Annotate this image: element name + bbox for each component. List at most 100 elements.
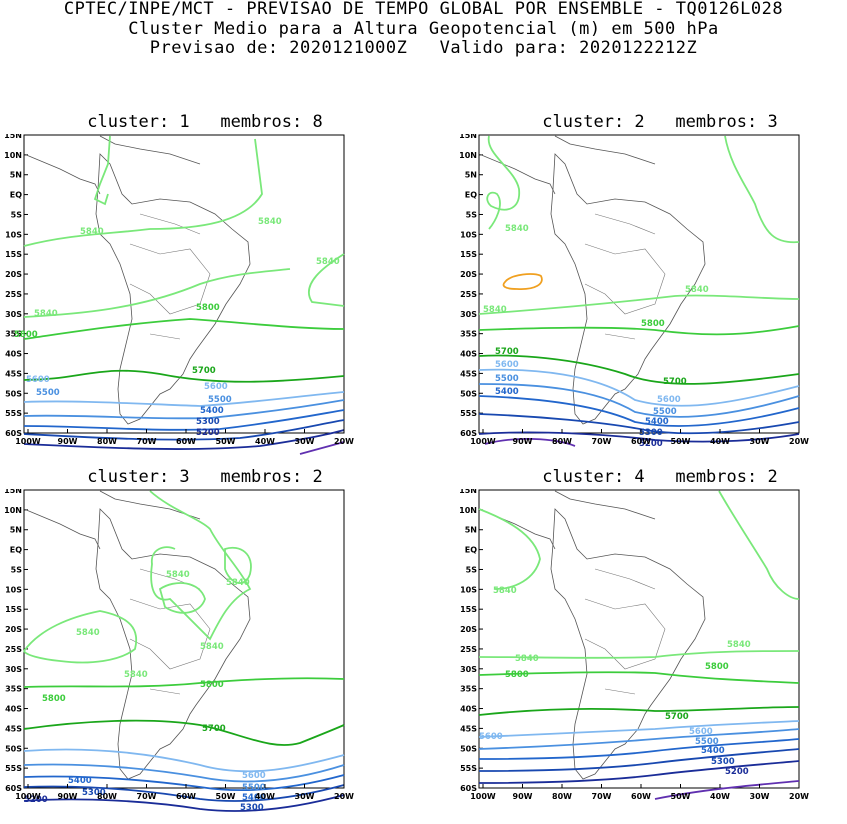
lat-tick-label: 5S: [466, 565, 478, 574]
lat-tick-label: 20S: [460, 270, 477, 279]
continent-outline: [23, 135, 251, 425]
lon-tick-label: 90W: [58, 792, 78, 801]
contour-label: 5400: [200, 406, 224, 416]
contour-label: 5840: [200, 642, 224, 652]
map-cluster-1: 15N10N5NEQ5S10S15S20S25S30S35S40S45S50S5…: [4, 134, 354, 455]
lon-tick-label: 70W: [137, 437, 157, 446]
lat-tick-label: 5N: [465, 526, 477, 535]
contour-label: 5840: [493, 586, 517, 596]
lat-tick-label: 20S: [5, 270, 22, 279]
lat-tick-label: 5S: [11, 210, 23, 219]
contour-label: 5700: [665, 712, 689, 722]
contour-label: 5600: [204, 382, 228, 392]
contour-label: 5600: [657, 395, 681, 405]
contour-label: 5400: [68, 776, 92, 786]
lon-tick-label: 90W: [513, 437, 533, 446]
lat-tick-label: 20S: [460, 625, 477, 634]
lat-tick-label: 50S: [460, 744, 477, 753]
lon-tick-label: 50W: [216, 437, 236, 446]
lon-tick-label: 40W: [710, 437, 730, 446]
contour-label: 5500: [208, 395, 232, 405]
lat-axis: 15N 10N 5N EQ 5S 10S 15S 20S 25S 30S 35S 40S 45S 50S 5…: [459, 134, 483, 438]
lat-tick-label: 50S: [5, 744, 22, 753]
contour-label: 5400: [242, 793, 266, 803]
lat-tick-label: 10S: [5, 230, 22, 239]
lat-tick-label: 60S: [460, 429, 477, 438]
lat-tick-label: 40S: [460, 350, 477, 359]
contour-label: 5300: [196, 417, 220, 427]
lon-tick-label: 20W: [789, 792, 809, 801]
contour-label: 5300: [639, 428, 663, 438]
contour-labels: 5840 5840 5840 5800 5800 5700 5600 5600 …: [479, 586, 751, 777]
lon-tick-label: 90W: [58, 437, 78, 446]
lon-tick-label: 50W: [216, 792, 236, 801]
contour-label: 5840: [727, 640, 751, 650]
lon-tick-label: 40W: [710, 792, 730, 801]
lat-tick-label: 5N: [465, 171, 477, 180]
lon-tick-label: 100W: [15, 437, 41, 446]
lon-tick-label: 60W: [631, 437, 651, 446]
contour-label: 5840: [76, 628, 100, 638]
contour-label: 5800: [505, 670, 529, 680]
lat-tick-label: 10N: [4, 506, 22, 515]
lat-tick-label: 45S: [5, 724, 22, 733]
lat-tick-label: 55S: [460, 764, 477, 773]
lat-tick-label: 55S: [5, 764, 22, 773]
contour-label: 5840: [80, 227, 104, 237]
lat-tick-label: 5S: [11, 565, 23, 574]
panel-title: cluster: 1 membros: 8: [87, 112, 323, 132]
lon-tick-label: 30W: [750, 437, 770, 446]
lat-tick-label: 5N: [10, 526, 22, 535]
header-line-3: Previsao de: 2020121000Z Valido para: 20…: [149, 38, 698, 58]
lat-tick-label: 30S: [460, 665, 477, 674]
lat-tick-label: 15N: [459, 489, 477, 495]
lat-tick-label: 50S: [5, 389, 22, 398]
lat-tick-label: 35S: [460, 685, 477, 694]
lat-tick-label: 10S: [5, 585, 22, 594]
lat-tick-label: 45S: [460, 369, 477, 378]
lon-tick-label: 50W: [671, 437, 691, 446]
contour-label: 5840: [515, 654, 539, 664]
lon-tick-label: 100W: [470, 437, 496, 446]
lat-tick-label: 35S: [5, 685, 22, 694]
contours: [23, 135, 345, 455]
lon-axis: 100W 90W 80W 70W 60W 50W 40W 30W 20W: [470, 784, 809, 801]
contours: [478, 490, 800, 800]
panel-cluster-2: cluster: 2 membros: 3 15N 10N 5N EQ 5S 10S 15S…: [455, 112, 825, 458]
lon-tick-label: 80W: [97, 437, 117, 446]
contour-label: 5300: [711, 757, 735, 767]
lon-tick-label: 80W: [97, 792, 117, 801]
lat-tick-label: 35S: [460, 330, 477, 339]
lat-tick-label: 25S: [5, 290, 22, 299]
contour-label: 5700: [495, 347, 519, 357]
lat-tick-label: 30S: [5, 310, 22, 319]
lat-tick-label: 60S: [5, 429, 22, 438]
contour-label: 5840: [34, 309, 58, 319]
panel-title: cluster: 3 membros: 2: [87, 467, 323, 487]
panel-cluster-3: cluster: 3 membros: 2 15N 10N 5N EQ 5S 10S 15S…: [0, 467, 370, 813]
contour-label: 5800: [14, 330, 38, 340]
panel-cluster-4: cluster: 4 membros: 2 15N 10N 5N EQ 5S 10S 15S…: [455, 467, 825, 813]
lon-tick-label: 70W: [137, 792, 157, 801]
lon-tick-label: 100W: [470, 792, 496, 801]
contour-label: 5300: [240, 803, 264, 813]
contour-label: 5400: [701, 746, 725, 756]
lat-tick-label: 40S: [460, 705, 477, 714]
contour-label: 5500: [495, 374, 519, 384]
contour-label: 5200: [725, 767, 749, 777]
contour-label: 5700: [192, 366, 216, 376]
contours: [478, 135, 800, 447]
contour-label: 5840: [226, 578, 250, 588]
lat-tick-label: 55S: [5, 409, 22, 418]
lon-tick-label: 60W: [631, 792, 651, 801]
lat-tick-label: 30S: [5, 665, 22, 674]
lat-axis: 15N 10N 5N EQ 5S 10S 15S 20S 25S 30S 35S 40S 45S 50S 5…: [459, 489, 483, 793]
lon-axis: 100W 90W 80W 70W 60W 50W 40W 30W 20W: [15, 429, 354, 446]
lon-tick-label: 20W: [334, 437, 354, 446]
lon-tick-label: 80W: [552, 437, 572, 446]
lat-axis: 15N 10N 5N EQ 5S 10S 15S 20S 25S 30S 35S 40S 45S 50S 5…: [4, 134, 28, 438]
lon-axis: 100W 90W 80W 70W 60W 50W 40W 30W 20W: [470, 429, 809, 446]
lat-tick-label: EQ: [465, 191, 477, 200]
contour-label: 5700: [202, 724, 226, 734]
lon-tick-label: 60W: [176, 792, 196, 801]
